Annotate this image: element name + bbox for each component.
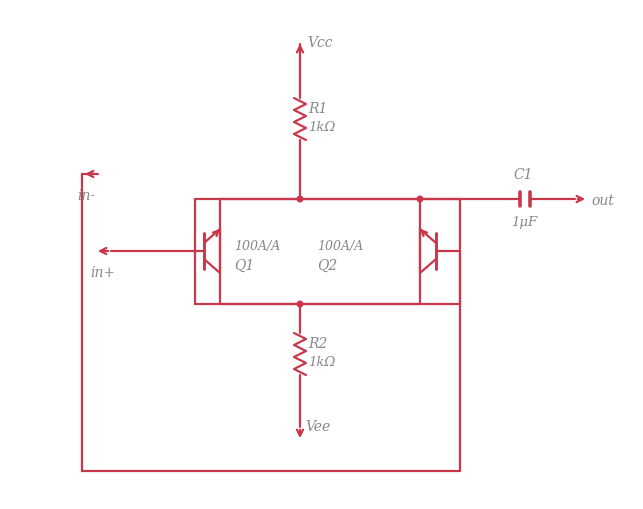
Text: Vcc: Vcc <box>307 36 332 50</box>
Text: C1: C1 <box>513 168 532 182</box>
Text: Q2: Q2 <box>317 259 337 273</box>
Circle shape <box>417 196 423 202</box>
Text: in+: in+ <box>90 266 115 280</box>
Text: Vee: Vee <box>305 420 331 434</box>
Bar <box>195 199 460 304</box>
Text: 1kΩ: 1kΩ <box>308 121 336 133</box>
Text: R1: R1 <box>308 102 327 116</box>
Circle shape <box>297 301 303 307</box>
Text: R2: R2 <box>308 337 327 351</box>
Text: 1μF: 1μF <box>511 215 538 229</box>
Text: 100A/A: 100A/A <box>234 240 280 252</box>
Text: Q1: Q1 <box>234 259 254 273</box>
Text: 1kΩ: 1kΩ <box>308 355 336 369</box>
Text: out: out <box>591 194 614 208</box>
Circle shape <box>297 196 303 202</box>
Text: 100A/A: 100A/A <box>317 240 363 252</box>
Text: in-: in- <box>77 189 95 203</box>
